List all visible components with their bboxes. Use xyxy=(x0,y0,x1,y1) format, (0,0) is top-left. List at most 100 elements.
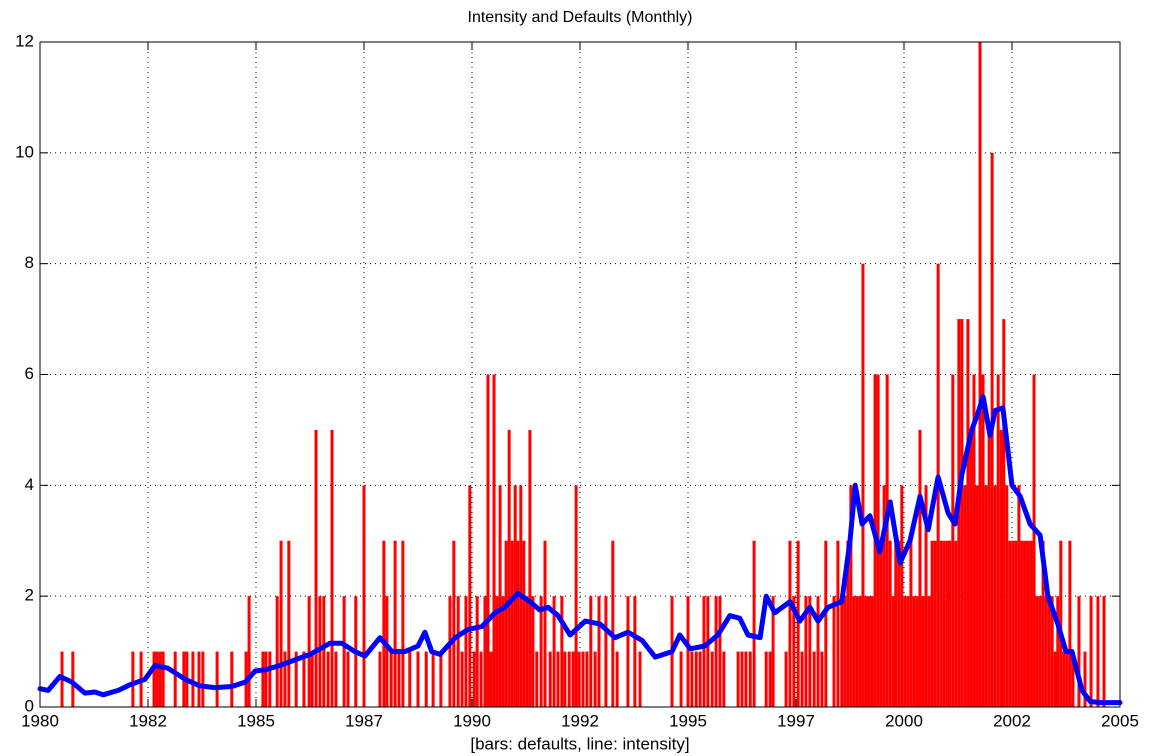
bar xyxy=(1050,596,1054,707)
x-tick-label: 1987 xyxy=(345,711,383,730)
bar xyxy=(479,651,483,707)
bar xyxy=(744,651,748,707)
bar xyxy=(686,596,690,707)
bar xyxy=(891,596,895,707)
bar xyxy=(382,540,386,707)
bar xyxy=(615,651,619,707)
bar xyxy=(611,540,615,707)
bar xyxy=(1011,540,1015,707)
bar xyxy=(401,540,405,707)
bar xyxy=(1077,596,1081,707)
y-tick-label: 2 xyxy=(25,586,34,605)
bar xyxy=(385,596,389,707)
bar xyxy=(836,540,840,707)
bar xyxy=(448,596,452,707)
bar xyxy=(1059,540,1063,707)
bar xyxy=(792,596,796,707)
bar xyxy=(710,651,714,707)
bar xyxy=(984,485,988,707)
bar xyxy=(702,596,706,707)
bar xyxy=(516,540,520,707)
bar xyxy=(552,596,556,707)
bar xyxy=(784,651,788,707)
bar xyxy=(501,596,505,707)
bar xyxy=(993,485,997,707)
bar xyxy=(389,651,393,707)
bar xyxy=(439,651,443,707)
bar xyxy=(507,429,511,707)
bar xyxy=(690,651,694,707)
bar xyxy=(912,596,916,707)
bar xyxy=(504,540,508,707)
bar xyxy=(969,429,973,707)
bar xyxy=(468,485,472,707)
bar xyxy=(804,596,808,707)
bar xyxy=(408,651,412,707)
bar xyxy=(302,651,306,707)
bar xyxy=(556,651,560,707)
bar xyxy=(71,651,75,707)
bar xyxy=(161,651,165,707)
bar xyxy=(1035,596,1039,707)
bar xyxy=(593,651,597,707)
bar xyxy=(812,651,816,707)
bar xyxy=(740,651,744,707)
bar xyxy=(852,596,856,707)
bar xyxy=(963,485,967,707)
bar xyxy=(230,651,234,707)
bar xyxy=(816,596,820,707)
bar xyxy=(155,651,159,707)
bar xyxy=(975,485,979,707)
bar xyxy=(1065,651,1069,707)
bar xyxy=(694,651,698,707)
bar xyxy=(314,429,318,707)
bar xyxy=(1008,540,1012,707)
bar xyxy=(1014,540,1018,707)
bar xyxy=(215,651,219,707)
bar xyxy=(264,651,268,707)
bar xyxy=(824,540,828,707)
x-tick-label: 1982 xyxy=(129,711,167,730)
bar xyxy=(626,596,630,707)
bar xyxy=(933,540,937,707)
y-tick-label: 4 xyxy=(25,475,34,494)
x-tick-label: 1980 xyxy=(21,711,59,730)
bar xyxy=(346,651,350,707)
bar xyxy=(201,651,205,707)
bar xyxy=(322,596,326,707)
x-tick-label: 1997 xyxy=(777,711,815,730)
bar xyxy=(900,485,904,707)
bar xyxy=(279,540,283,707)
bar xyxy=(885,374,889,707)
bar xyxy=(334,651,338,707)
bar xyxy=(638,651,642,707)
y-tick-label: 12 xyxy=(15,31,34,50)
bar xyxy=(882,485,886,707)
bar xyxy=(1029,540,1033,707)
bar xyxy=(948,540,952,707)
bar xyxy=(718,596,722,707)
bar xyxy=(283,651,287,707)
bar xyxy=(788,540,792,707)
bar xyxy=(486,374,490,707)
bar xyxy=(846,540,850,707)
bar xyxy=(1020,540,1024,707)
bar xyxy=(915,596,919,707)
bar xyxy=(748,651,752,707)
y-tick-label: 8 xyxy=(25,253,34,272)
bar xyxy=(722,651,726,707)
intensity-line xyxy=(37,394,1123,706)
x-axis-label: [bars: defaults, line: intensity] xyxy=(470,734,689,753)
bar xyxy=(633,596,637,707)
bar xyxy=(714,596,718,707)
bar xyxy=(522,540,526,707)
bar xyxy=(867,596,871,707)
bar xyxy=(287,540,291,707)
bar xyxy=(1102,596,1106,707)
bar xyxy=(930,540,934,707)
bar xyxy=(764,651,768,707)
bar xyxy=(1089,596,1093,707)
bar xyxy=(897,540,901,707)
bar xyxy=(1044,596,1048,707)
